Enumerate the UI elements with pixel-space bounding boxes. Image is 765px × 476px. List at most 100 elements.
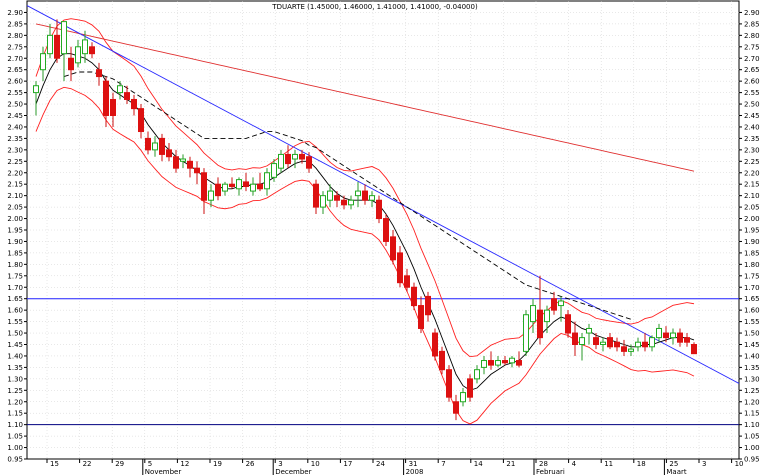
y-tick-label: 1.15: [744, 410, 760, 418]
candle-body: [621, 346, 627, 352]
x-tick-label: 3: [278, 460, 282, 468]
candle: [75, 39, 81, 68]
candle: [621, 339, 627, 356]
y-tick-label: 1.50: [744, 330, 760, 338]
candle: [614, 337, 620, 352]
candle-body: [460, 392, 466, 403]
candle: [663, 326, 669, 343]
candle-body: [278, 153, 284, 169]
y-tick-label: 2.75: [744, 43, 760, 51]
candle-body: [677, 332, 683, 343]
y-tick-label: 1.85: [744, 249, 760, 257]
y-tick-label: 2.10: [744, 192, 760, 200]
candle-body: [572, 332, 578, 345]
candle: [558, 296, 564, 322]
candle-body: [208, 190, 214, 201]
month-label: December: [275, 468, 311, 476]
candle-body: [257, 183, 263, 190]
candle-body: [243, 181, 249, 187]
x-tick-label: 10: [735, 460, 744, 468]
candle-body: [474, 369, 480, 380]
y-tick-label: 2.15: [744, 181, 760, 189]
candle: [215, 177, 221, 201]
x-tick-label: 18: [637, 460, 646, 468]
x-tick-label: 12: [180, 460, 189, 468]
x-tick-label: 10: [311, 460, 320, 468]
candle-body: [376, 199, 382, 220]
x-tick-label: 3: [702, 460, 706, 468]
month-label: November: [145, 468, 182, 476]
candle: [47, 23, 53, 59]
candle: [271, 159, 277, 182]
y-tick-label: 2.45: [744, 112, 760, 120]
candle: [285, 145, 291, 169]
candle: [691, 342, 697, 355]
candle-body: [159, 137, 165, 155]
candle-body: [334, 195, 340, 201]
candle: [397, 246, 403, 288]
y-tick-label: 1.00: [744, 444, 760, 452]
candle-body: [215, 183, 221, 197]
y-tick-label: 2.25: [744, 158, 760, 166]
candle: [495, 355, 501, 368]
candle: [376, 195, 382, 224]
candle-body: [649, 337, 655, 348]
candle: [572, 321, 578, 356]
candle: [299, 149, 305, 164]
candle-body: [229, 183, 235, 187]
candle-body: [467, 378, 473, 398]
candle: [96, 62, 102, 86]
y-tick-label: 1.40: [7, 352, 23, 360]
candle-body: [691, 344, 697, 355]
candle: [649, 335, 655, 352]
y-tick-label: 2.85: [7, 20, 23, 28]
candle-body: [530, 305, 536, 323]
candle-body: [68, 57, 74, 71]
y-tick-label: 1.85: [7, 249, 23, 257]
candle-body: [397, 252, 403, 284]
y-tick-label: 2.70: [744, 55, 760, 63]
candle-body: [642, 341, 648, 348]
candle-body: [425, 295, 431, 316]
candle-body: [131, 98, 137, 110]
candle-body: [628, 348, 634, 352]
y-tick-label: 1.00: [7, 444, 23, 452]
x-tick-label: 21: [506, 460, 515, 468]
x-tick-label: 15: [50, 460, 59, 468]
candle: [145, 131, 151, 155]
candle-body: [551, 298, 557, 311]
candle-body: [355, 190, 361, 197]
lower-band-line: [35, 86, 695, 425]
y-tick-label: 1.15: [7, 410, 23, 418]
candle: [481, 355, 487, 375]
candle: [117, 81, 123, 100]
month-label: Maart: [666, 468, 686, 476]
y-tick-label: 1.45: [7, 341, 23, 349]
candle: [68, 46, 74, 82]
y-tick-label: 2.65: [7, 66, 23, 74]
candle-body: [614, 341, 620, 348]
candle-body: [565, 314, 571, 334]
candle-body: [180, 158, 186, 162]
y-tick-label: 1.65: [7, 295, 23, 303]
candle: [194, 161, 200, 185]
candle: [292, 149, 298, 169]
candle: [607, 333, 613, 350]
candle: [243, 172, 249, 192]
candle-body: [61, 21, 67, 55]
candle-body: [509, 357, 515, 364]
candle: [152, 136, 158, 157]
candle: [684, 333, 690, 347]
candle-body: [488, 360, 494, 366]
candle: [124, 85, 130, 105]
y-tick-label: 2.35: [7, 135, 23, 143]
y-tick-label: 2.15: [7, 181, 23, 189]
candle-body: [446, 369, 452, 398]
candle: [264, 168, 270, 196]
candle: [593, 333, 599, 350]
y-tick-label: 2.70: [7, 55, 23, 63]
candle-body: [40, 53, 46, 71]
y-tick-label: 2.00: [744, 215, 760, 223]
candle-body: [586, 327, 592, 334]
